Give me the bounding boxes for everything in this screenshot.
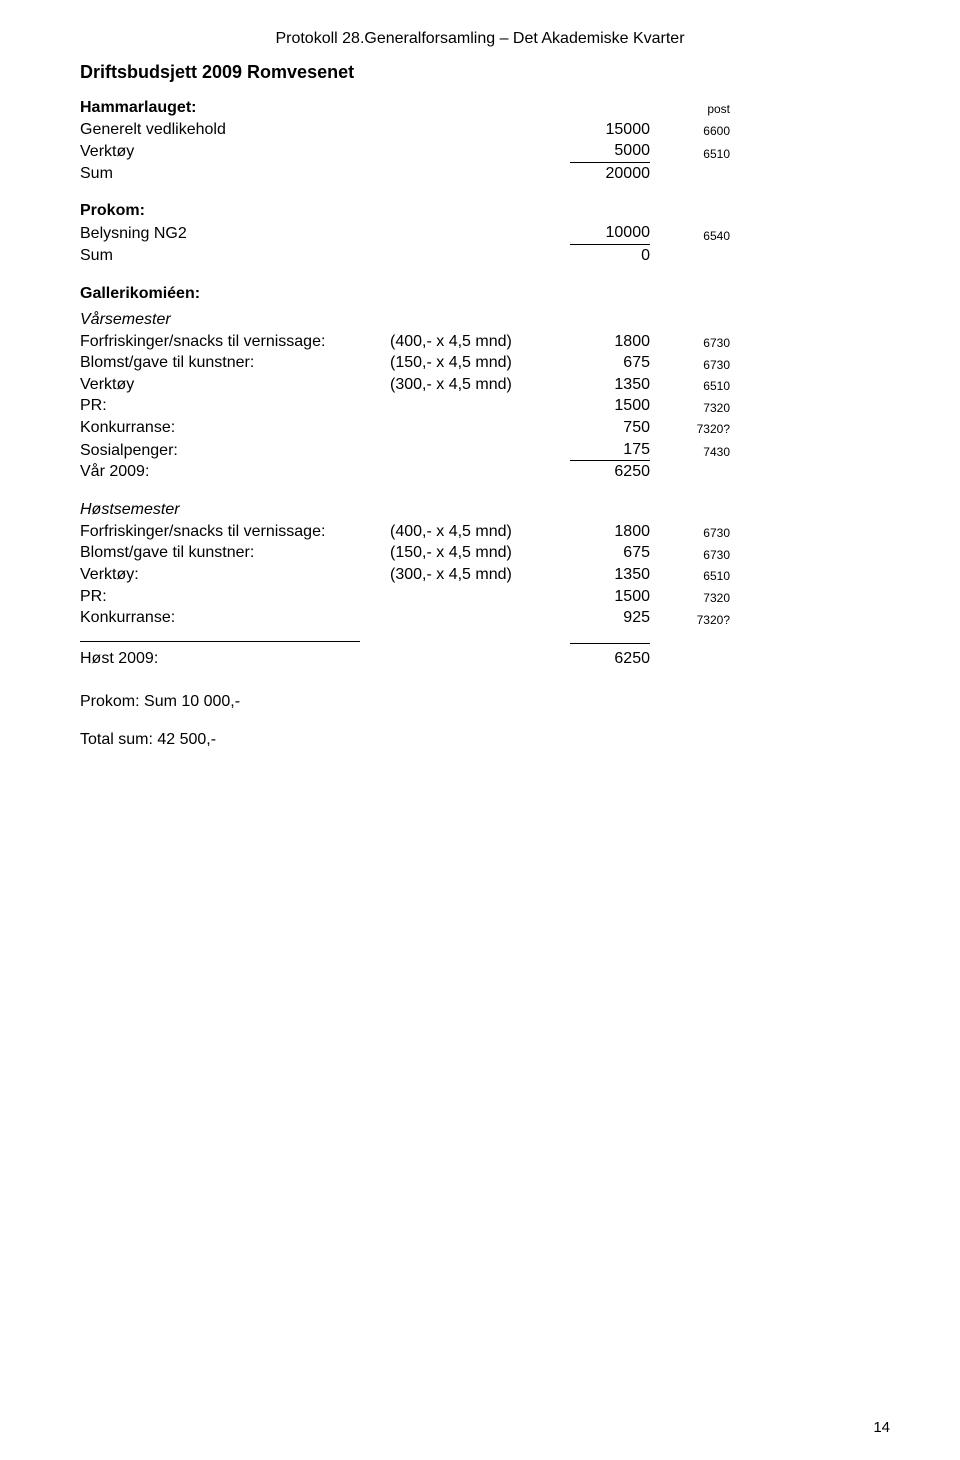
code: 7320? <box>650 421 730 438</box>
galleri-title: Gallerikomiéen: <box>80 285 880 303</box>
val: 1800 <box>570 521 650 543</box>
label: Blomst/gave til kunstner: <box>80 352 390 374</box>
label: Vår 2009: <box>80 461 390 483</box>
val: 1500 <box>570 395 650 417</box>
code <box>650 183 730 184</box>
paren: (150,- x 4,5 mnd) <box>390 542 570 564</box>
code: 6510 <box>650 568 730 585</box>
code: 6540 <box>650 228 730 245</box>
code <box>650 482 730 483</box>
label: PR: <box>80 395 390 417</box>
label: Sum <box>80 245 570 267</box>
val: 675 <box>570 352 650 374</box>
val: 0 <box>570 245 650 267</box>
val: 15000 <box>570 119 650 141</box>
val: 5000 <box>570 140 650 163</box>
label: Konkurranse: <box>80 607 390 629</box>
row-sum-prokom: Sum 0 <box>80 245 880 267</box>
hammarlauget-title: Hammarlauget: <box>80 97 570 119</box>
code: 6730 <box>650 335 730 352</box>
val: 750 <box>570 417 650 439</box>
post-label: post <box>650 101 730 118</box>
code: 7320? <box>650 612 730 629</box>
label: Verktøy <box>80 374 390 396</box>
val: 1500 <box>570 586 650 608</box>
label: Verktøy: <box>80 564 390 586</box>
code: 6730 <box>650 357 730 374</box>
label: Konkurranse: <box>80 417 390 439</box>
val: 1350 <box>570 374 650 396</box>
label: Forfriskinger/snacks til vernissage: <box>80 521 390 543</box>
divider-left <box>80 641 360 644</box>
val: 6250 <box>570 461 650 483</box>
row-sum-hammarlauget: Sum 20000 <box>80 163 880 185</box>
code: 7320 <box>650 400 730 417</box>
code: 6510 <box>650 146 730 163</box>
label: PR: <box>80 586 390 608</box>
code <box>650 668 730 669</box>
divider-right <box>570 643 650 644</box>
row-var-konkurranse: Konkurranse: 750 7320? <box>80 417 880 439</box>
paren: (150,- x 4,5 mnd) <box>390 352 570 374</box>
row-host-blomst: Blomst/gave til kunstner: (150,- x 4,5 m… <box>80 542 880 564</box>
code: 6510 <box>650 378 730 395</box>
row-host-pr: PR: 1500 7320 <box>80 586 880 608</box>
doc-title: Driftsbudsjett 2009 Romvesenet <box>80 62 880 83</box>
code <box>650 266 730 267</box>
footer-total-sum: Total sum: 42 500,- <box>80 731 880 749</box>
code: 6730 <box>650 525 730 542</box>
val: 6250 <box>570 648 650 670</box>
label: Belysning NG2 <box>80 223 570 245</box>
label: Verktøy <box>80 141 570 163</box>
page-number: 14 <box>873 1419 890 1436</box>
row-host-konkurranse: Konkurranse: 925 7320? <box>80 607 880 629</box>
row-var-sosial: Sosialpenger: 175 7430 <box>80 439 880 462</box>
row-host-forfrisk: Forfriskinger/snacks til vernissage: (40… <box>80 521 880 543</box>
paren: (400,- x 4,5 mnd) <box>390 521 570 543</box>
val: 675 <box>570 542 650 564</box>
row-generelt-vedlikehold: Generelt vedlikehold 15000 6600 <box>80 119 880 141</box>
val: 1350 <box>570 564 650 586</box>
row-var-blomst: Blomst/gave til kunstner: (150,- x 4,5 m… <box>80 352 880 374</box>
label: Forfriskinger/snacks til vernissage: <box>80 331 390 353</box>
code: 7320 <box>650 590 730 607</box>
row-var-2009: Vår 2009: 6250 <box>80 461 880 483</box>
val: 175 <box>570 439 650 462</box>
hostsemester-heading: Høstsemester <box>80 501 880 519</box>
code: 6730 <box>650 547 730 564</box>
row-verktoy: Verktøy 5000 6510 <box>80 140 880 163</box>
doc-header: Protokoll 28.Generalforsamling – Det Aka… <box>80 30 880 48</box>
label: Høst 2009: <box>80 648 390 670</box>
val: 20000 <box>570 163 650 185</box>
varsemester-heading: Vårsemester <box>80 311 880 329</box>
row-belysning: Belysning NG2 10000 6540 <box>80 222 880 245</box>
code: 6600 <box>650 123 730 140</box>
code: 7430 <box>650 444 730 461</box>
paren: (300,- x 4,5 mnd) <box>390 564 570 586</box>
row-var-pr: PR: 1500 7320 <box>80 395 880 417</box>
footer-prokom-sum: Prokom: Sum 10 000,- <box>80 693 880 711</box>
label: Blomst/gave til kunstner: <box>80 542 390 564</box>
paren: (400,- x 4,5 mnd) <box>390 331 570 353</box>
label: Sum <box>80 163 570 185</box>
prokom-title: Prokom: <box>80 202 880 220</box>
label: Generelt vedlikehold <box>80 119 570 141</box>
label: Sosialpenger: <box>80 440 390 462</box>
row-var-forfrisk: Forfriskinger/snacks til vernissage: (40… <box>80 331 880 353</box>
val: 1800 <box>570 331 650 353</box>
row-host-2009: Høst 2009: 6250 <box>80 648 880 670</box>
row-var-verktoy: Verktøy (300,- x 4,5 mnd) 1350 6510 <box>80 374 880 396</box>
val: 925 <box>570 607 650 629</box>
paren: (300,- x 4,5 mnd) <box>390 374 570 396</box>
val: 10000 <box>570 222 650 245</box>
row-host-verktoy: Verktøy: (300,- x 4,5 mnd) 1350 6510 <box>80 564 880 586</box>
